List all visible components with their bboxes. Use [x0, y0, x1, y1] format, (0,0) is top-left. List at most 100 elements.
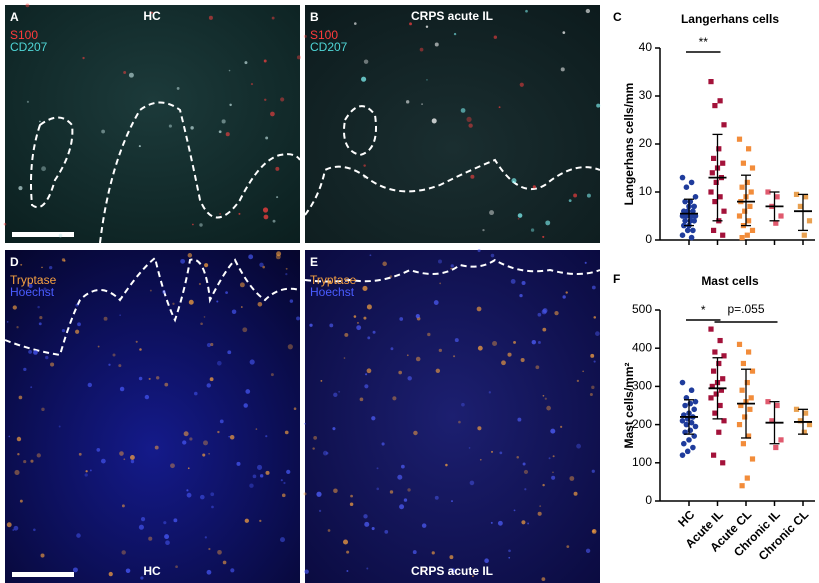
texture — [75, 303, 79, 307]
texture — [155, 376, 160, 380]
texture — [149, 289, 152, 292]
data-point — [746, 146, 752, 152]
texture — [482, 228, 485, 232]
data-point — [740, 160, 746, 166]
texture — [249, 483, 254, 488]
data-point — [797, 203, 803, 209]
y-tick-label: 0 — [645, 232, 652, 246]
texture — [103, 316, 108, 321]
texture — [287, 344, 293, 350]
texture — [550, 428, 556, 434]
texture — [37, 305, 40, 309]
texture — [227, 350, 232, 355]
texture — [489, 210, 495, 216]
texture — [544, 397, 547, 400]
panel-letter: F — [613, 272, 620, 286]
texture — [280, 479, 283, 482]
texture — [431, 118, 437, 124]
data-point — [713, 179, 719, 185]
texture — [257, 301, 263, 307]
data-point — [681, 440, 687, 447]
data-point — [774, 402, 780, 409]
texture — [61, 328, 66, 333]
texture — [204, 536, 207, 539]
texture — [363, 164, 366, 167]
texture — [192, 223, 194, 226]
data-point — [720, 160, 726, 166]
texture — [97, 345, 100, 348]
texture — [565, 291, 568, 294]
texture — [338, 390, 341, 393]
texture — [520, 358, 525, 363]
data-point — [749, 368, 756, 374]
texture — [206, 569, 212, 575]
texture — [596, 103, 601, 108]
texture — [431, 551, 435, 555]
texture — [371, 416, 376, 421]
data-point — [713, 391, 719, 397]
texture — [286, 469, 291, 474]
texture — [259, 519, 262, 523]
texture — [164, 382, 169, 387]
texture — [591, 385, 595, 390]
texture — [271, 16, 275, 20]
texture — [542, 235, 545, 238]
texture — [49, 266, 53, 270]
micrograph — [305, 5, 600, 243]
texture — [121, 550, 126, 555]
texture — [367, 336, 371, 340]
texture — [194, 391, 198, 396]
texture — [203, 440, 209, 446]
texture — [296, 316, 300, 321]
data-point — [736, 341, 743, 347]
texture — [359, 397, 364, 402]
texture — [217, 430, 220, 434]
texture — [531, 339, 537, 345]
significance-label: ** — [699, 35, 709, 49]
texture — [363, 175, 367, 179]
texture — [208, 15, 213, 20]
y-tick-label: 0 — [645, 493, 652, 507]
texture — [280, 97, 285, 102]
texture — [350, 494, 353, 498]
texture — [216, 360, 222, 366]
data-point — [712, 410, 718, 416]
texture — [508, 556, 511, 559]
texture — [532, 185, 536, 189]
texture — [245, 389, 251, 394]
texture — [209, 377, 214, 382]
data-point — [721, 208, 727, 214]
y-tick-label: 500 — [632, 302, 652, 316]
texture — [407, 488, 411, 492]
data-point — [717, 337, 723, 344]
texture — [585, 8, 591, 14]
texture — [28, 350, 33, 354]
texture — [437, 259, 442, 264]
texture — [468, 447, 471, 449]
texture — [172, 302, 175, 305]
texture — [183, 431, 189, 437]
data-point — [773, 220, 779, 226]
data-point — [801, 429, 807, 435]
data-point — [717, 98, 723, 104]
y-tick-label: 20 — [639, 136, 653, 150]
texture — [203, 316, 206, 318]
texture — [225, 132, 230, 137]
texture — [519, 82, 524, 87]
texture — [366, 567, 369, 570]
texture — [349, 502, 354, 507]
data-point — [769, 418, 775, 424]
texture — [121, 504, 125, 508]
texture — [450, 568, 456, 573]
texture — [204, 263, 209, 268]
texture — [450, 267, 453, 270]
texture — [187, 253, 193, 258]
data-point — [720, 460, 726, 466]
texture — [366, 304, 372, 310]
panel-title: HC — [143, 9, 161, 23]
texture — [539, 505, 542, 508]
data-point — [717, 194, 723, 200]
texture — [552, 471, 554, 474]
texture — [434, 495, 439, 500]
texture — [182, 440, 187, 445]
